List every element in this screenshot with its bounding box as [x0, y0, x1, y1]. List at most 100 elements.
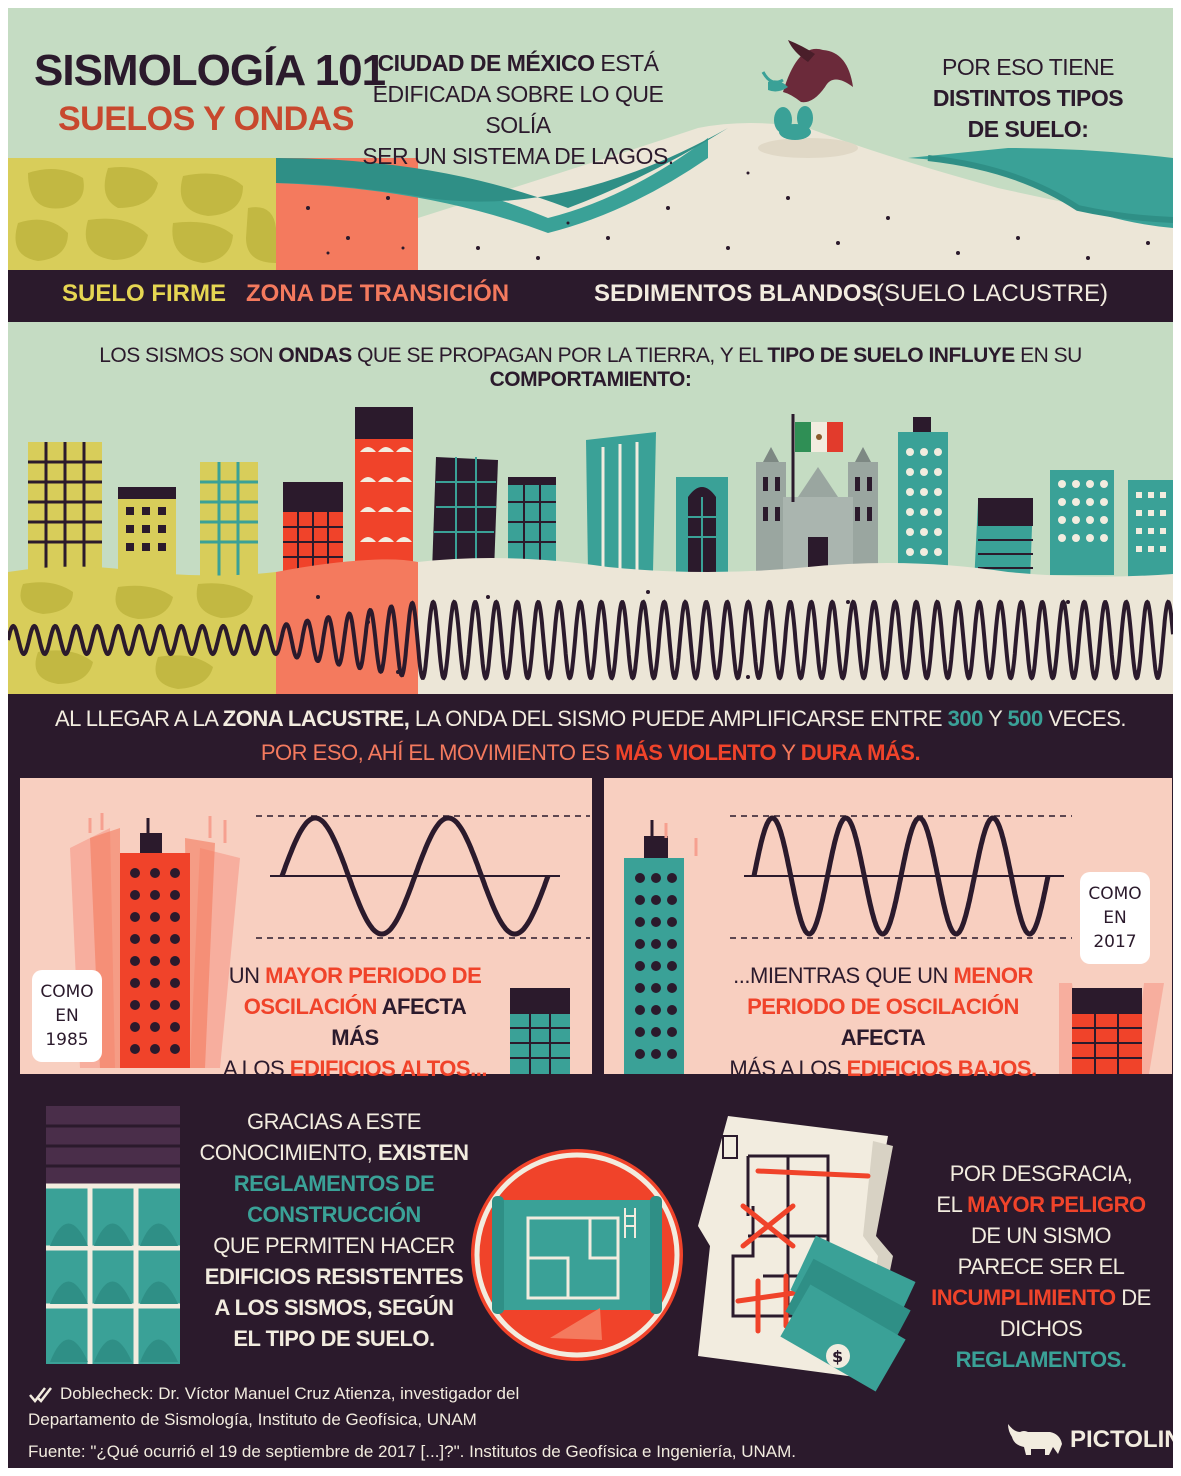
page-subtitle: SUELOS Y ONDAS: [58, 100, 354, 138]
waves-section: [8, 322, 1173, 694]
short-text-3b: EDIFICIOS BAJOS.: [846, 1056, 1038, 1081]
regs-line-2b: EXISTEN: [377, 1140, 469, 1165]
soil-intro-line-2: DISTINTOS TIPOS: [932, 85, 1124, 111]
soil-intro-line-3: DE SUELO:: [967, 116, 1089, 142]
danger-line-5b: DE: [1115, 1285, 1151, 1310]
amplification-text: AL LLEGAR A LA ZONA LACUSTRE, LA ONDA DE…: [8, 702, 1173, 770]
amp-b2: MÁS VIOLENTO: [615, 740, 777, 765]
building: [508, 477, 556, 572]
waves-caption-4: TIPO DE SUELO INFLUYE: [767, 344, 1015, 367]
credit-department: Departamento de Sismología, Instituto de…: [28, 1410, 477, 1429]
short-text-3a: MÁS A LOS: [729, 1056, 847, 1081]
amp-500: 500: [1007, 706, 1043, 731]
soil-intro-text: POR ESO TIENE DISTINTOS TIPOS DE SUELO:: [928, 52, 1128, 145]
building: [432, 457, 498, 572]
soil-intro-line-1: POR ESO TIENE: [941, 54, 1115, 80]
mexico-flag-icon: [795, 422, 843, 452]
building: [676, 477, 728, 572]
tall-text-3a: A LOS: [223, 1056, 290, 1081]
bubble-2017-line-1: COMO: [1088, 884, 1142, 904]
building: [355, 407, 413, 572]
lake-landscape: [8, 123, 1173, 270]
intro-city: CIUDAD DE MÉXICO: [377, 50, 595, 76]
credit-doblecheck: Doblecheck: Dr. Víctor Manuel Cruz Atien…: [60, 1384, 520, 1403]
bubble-1985-line-1: COMO: [40, 982, 94, 1002]
speech-bubble-1985: COMO EN 1985: [32, 970, 102, 1062]
short-building-illustration: [624, 815, 1164, 1074]
amp-2: ZONA LACUSTRE,: [222, 706, 410, 731]
building: [974, 498, 1033, 584]
danger-line-5a: INCUMPLIMIENTO: [931, 1285, 1116, 1310]
tall-text-3b: EDIFICIOS ALTOS...: [289, 1056, 488, 1081]
credit-source: Fuente: "¿Qué ocurrió el 19 de septiembr…: [28, 1442, 797, 1461]
building: [118, 487, 176, 577]
soil-label-band: [8, 270, 1173, 322]
bubble-1985-line-3: 1985: [45, 1030, 89, 1050]
bubble-2017-line-3: 2017: [1093, 932, 1137, 952]
short-text-2a: PERIODO DE OSCILACIÓN: [747, 994, 1019, 1019]
amp-7: VECES.: [1042, 706, 1127, 731]
building: [898, 417, 948, 577]
regs-line-1: GRACIAS A ESTE: [247, 1109, 421, 1134]
danger-line-6a: DICHOS: [999, 1316, 1083, 1341]
amp-b4: DURA MÁS.: [800, 740, 921, 765]
building: [1128, 480, 1173, 580]
amp-5: Y: [982, 706, 1008, 731]
danger-line-6b: REGLAMENTOS.: [955, 1347, 1127, 1372]
waves-caption-2: ONDAS: [278, 344, 352, 367]
amp-1: AL LLEGAR A LA: [54, 706, 223, 731]
broken-plan-and-money: $: [698, 1116, 916, 1392]
danger-text: POR DESGRACIA, EL MAYOR PELIGRO DE UN SI…: [916, 1158, 1166, 1375]
regs-line-3: REGLAMENTOS DE: [233, 1171, 435, 1196]
waves-caption-5: EN SU: [1014, 344, 1082, 367]
short-period-wave: [751, 815, 1051, 937]
tall-text-1a: UN: [228, 963, 266, 988]
building: [586, 432, 656, 572]
regs-line-5: QUE PERMITEN HACER: [213, 1233, 455, 1258]
regs-line-2a: CONOCIMIENTO,: [199, 1140, 378, 1165]
intro-text: CIUDAD DE MÉXICO ESTÁ EDIFICADA SOBRE LO…: [348, 48, 688, 172]
danger-line-4: PARECE SER EL: [957, 1254, 1125, 1279]
amp-b1: POR ESO, AHÍ EL MOVIMIENTO ES: [260, 740, 616, 765]
bull-logo-icon: [1008, 1424, 1062, 1455]
panel-tall-buildings: COMO EN 1985 UN MAYOR PERIODO DE OSCILAC…: [20, 778, 592, 1081]
danger-line-1: POR DESGRACIA,: [949, 1161, 1133, 1186]
soil-soft-label: SEDIMENTOS BLANDOS: [594, 280, 878, 307]
amp-300: 300: [947, 706, 984, 731]
speech-bubble-2017: COMO EN 2017: [1080, 872, 1150, 964]
page-title: SISMOLOGÍA 101: [34, 46, 386, 95]
tall-text-2b: AFECTA MÁS: [331, 994, 467, 1050]
panel-short-buildings: COMO EN 2017 ...MIENTRAS QUE UN MENOR PE…: [604, 778, 1172, 1081]
regulations-text: GRACIAS A ESTE CONOCIMIENTO, EXISTEN REG…: [194, 1106, 474, 1354]
short-buildings-text: ...MIENTRAS QUE UN MENOR PERIODO DE OSCI…: [708, 960, 1058, 1084]
regs-line-8: EL TIPO DE SUELO.: [233, 1326, 435, 1351]
short-text-2b: AFECTA: [840, 1025, 926, 1050]
short-text-1a: ...MIENTRAS QUE UN: [733, 963, 954, 988]
waves-caption-1: LOS SISMOS SON: [99, 344, 279, 367]
danger-line-2a: EL: [936, 1192, 968, 1217]
resistant-building-illustration: [46, 1106, 180, 1364]
building: [283, 482, 343, 577]
soil-transition-label: ZONA DE TRANSICIÓN: [246, 280, 510, 307]
tall-buildings-text: UN MAYOR PERIODO DE OSCILACIÓN AFECTA MÁ…: [220, 960, 490, 1084]
soil-soft-note: (SUELO LACUSTRE): [876, 280, 1109, 307]
checkmark-icon: [29, 1387, 52, 1403]
amp-b3: Y: [776, 740, 801, 765]
danger-line-3: DE UN SISMO: [971, 1223, 1111, 1248]
waves-caption-3: QUE SE PROPAGAN POR LA TIERRA, Y EL: [351, 344, 768, 367]
svg-text:$: $: [832, 1347, 843, 1366]
intro-line-3: SER UN SISTEMA DE LAGOS.: [362, 143, 674, 169]
eagle-icon: [761, 40, 853, 140]
soil-firm-label: SUELO FIRME: [62, 280, 227, 307]
seismic-wave: [8, 599, 1173, 681]
building: [200, 462, 258, 577]
bubble-2017-line-2: EN: [1103, 908, 1127, 928]
regs-line-7: A LOS SISMOS, SEGÚN: [214, 1295, 454, 1320]
short-text-1b: MENOR: [953, 963, 1033, 988]
intro-line-2: EDIFICADA SOBRE LO QUE SOLÍA: [372, 81, 664, 138]
waves-caption: LOS SISMOS SON ONDAS QUE SE PROPAGAN POR…: [8, 344, 1173, 392]
waves-caption-6: COMPORTAMIENTO:: [489, 368, 692, 391]
danger-line-2b: MAYOR PELIGRO: [967, 1192, 1146, 1217]
tall-text-2a: OSCILACIÓN: [243, 994, 378, 1019]
city-skyline: [8, 407, 1173, 694]
